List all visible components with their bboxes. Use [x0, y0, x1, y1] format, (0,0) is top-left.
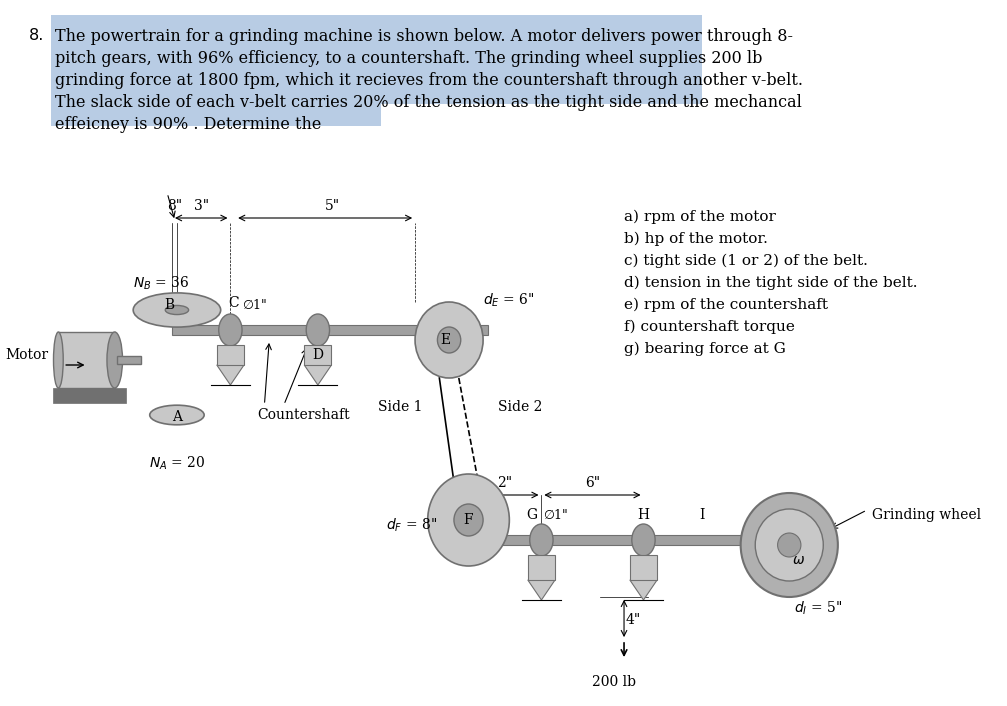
Text: H: H	[637, 508, 650, 522]
Text: 2": 2"	[497, 476, 513, 490]
Text: 3": 3"	[193, 199, 208, 213]
Ellipse shape	[530, 524, 553, 556]
Polygon shape	[217, 365, 244, 385]
Polygon shape	[304, 365, 331, 385]
Text: $\varnothing$1": $\varnothing$1"	[242, 298, 268, 312]
Text: I: I	[699, 508, 705, 522]
Text: $N_B$ = 36: $N_B$ = 36	[133, 275, 189, 292]
Bar	[50, 81, 702, 104]
Ellipse shape	[150, 405, 204, 425]
Text: Countershaft: Countershaft	[257, 408, 349, 422]
Text: a) rpm of the motor: a) rpm of the motor	[624, 210, 776, 225]
Ellipse shape	[741, 493, 838, 597]
Text: 200 lb: 200 lb	[592, 675, 636, 689]
Text: $N_A$ = 20: $N_A$ = 20	[149, 455, 205, 472]
Text: C: C	[228, 296, 239, 310]
Text: c) tight side (1 or 2) of the belt.: c) tight side (1 or 2) of the belt.	[624, 254, 868, 268]
Text: Side 1: Side 1	[379, 400, 423, 414]
Text: e) rpm of the countershaft: e) rpm of the countershaft	[624, 298, 828, 312]
Bar	[53, 388, 127, 403]
Text: D: D	[312, 348, 323, 362]
Text: Motor: Motor	[5, 348, 48, 362]
Text: E: E	[440, 333, 450, 347]
Text: 4": 4"	[626, 613, 641, 627]
Ellipse shape	[415, 302, 483, 378]
Ellipse shape	[777, 533, 801, 557]
Ellipse shape	[219, 314, 242, 346]
Polygon shape	[629, 580, 658, 600]
Text: 6": 6"	[585, 476, 600, 490]
Bar	[50, 15, 702, 38]
Bar	[50, 103, 381, 126]
Text: $\omega$: $\omega$	[793, 553, 806, 567]
Bar	[629, 555, 658, 580]
Text: grinding force at 1800 fpm, which it recieves from the countershaft through anot: grinding force at 1800 fpm, which it rec…	[55, 72, 804, 89]
Bar	[172, 325, 488, 335]
Text: d) tension in the tight side of the belt.: d) tension in the tight side of the belt…	[624, 276, 917, 290]
Text: B: B	[164, 298, 174, 312]
Text: G: G	[526, 508, 538, 522]
Bar	[50, 59, 702, 82]
Text: The powertrain for a grinding machine is shown below. A motor delivers power thr: The powertrain for a grinding machine is…	[55, 28, 794, 45]
Text: A: A	[172, 410, 182, 424]
Ellipse shape	[53, 332, 63, 388]
Ellipse shape	[437, 327, 461, 353]
Text: f) countershaft torque: f) countershaft torque	[624, 320, 795, 335]
Text: Side 2: Side 2	[497, 400, 542, 414]
Ellipse shape	[107, 332, 123, 388]
Bar	[50, 37, 702, 60]
Text: The slack side of each v-belt carries 20% of the tension as the tight side and t: The slack side of each v-belt carries 20…	[55, 94, 803, 111]
Polygon shape	[528, 580, 555, 600]
Ellipse shape	[631, 524, 656, 556]
Text: F: F	[463, 513, 473, 527]
Ellipse shape	[133, 293, 221, 327]
Bar	[217, 345, 244, 365]
Ellipse shape	[428, 474, 510, 566]
Text: 8": 8"	[167, 199, 182, 213]
Bar	[463, 535, 799, 545]
Text: $d_E$ = 6": $d_E$ = 6"	[483, 292, 535, 309]
Text: effeicney is 90% . Determine the: effeicney is 90% . Determine the	[55, 116, 322, 133]
Text: 8.: 8.	[29, 28, 44, 43]
Text: $d_F$ = 8": $d_F$ = 8"	[386, 516, 437, 534]
Bar	[528, 555, 555, 580]
Ellipse shape	[755, 509, 824, 581]
Ellipse shape	[306, 314, 329, 346]
Bar	[117, 356, 141, 364]
Bar	[304, 345, 331, 365]
Bar	[58, 332, 115, 388]
Text: pitch gears, with 96% efficiency, to a countershaft. The grinding wheel supplies: pitch gears, with 96% efficiency, to a c…	[55, 50, 763, 67]
Ellipse shape	[454, 504, 483, 536]
Text: $\varnothing$1": $\varnothing$1"	[544, 508, 569, 522]
Ellipse shape	[165, 306, 188, 315]
Text: g) bearing force at G: g) bearing force at G	[624, 342, 785, 357]
Text: Grinding wheel: Grinding wheel	[872, 508, 981, 522]
Text: 5": 5"	[325, 199, 340, 213]
Text: $d_I$ = 5": $d_I$ = 5"	[795, 600, 843, 618]
Text: b) hp of the motor.: b) hp of the motor.	[624, 232, 768, 246]
